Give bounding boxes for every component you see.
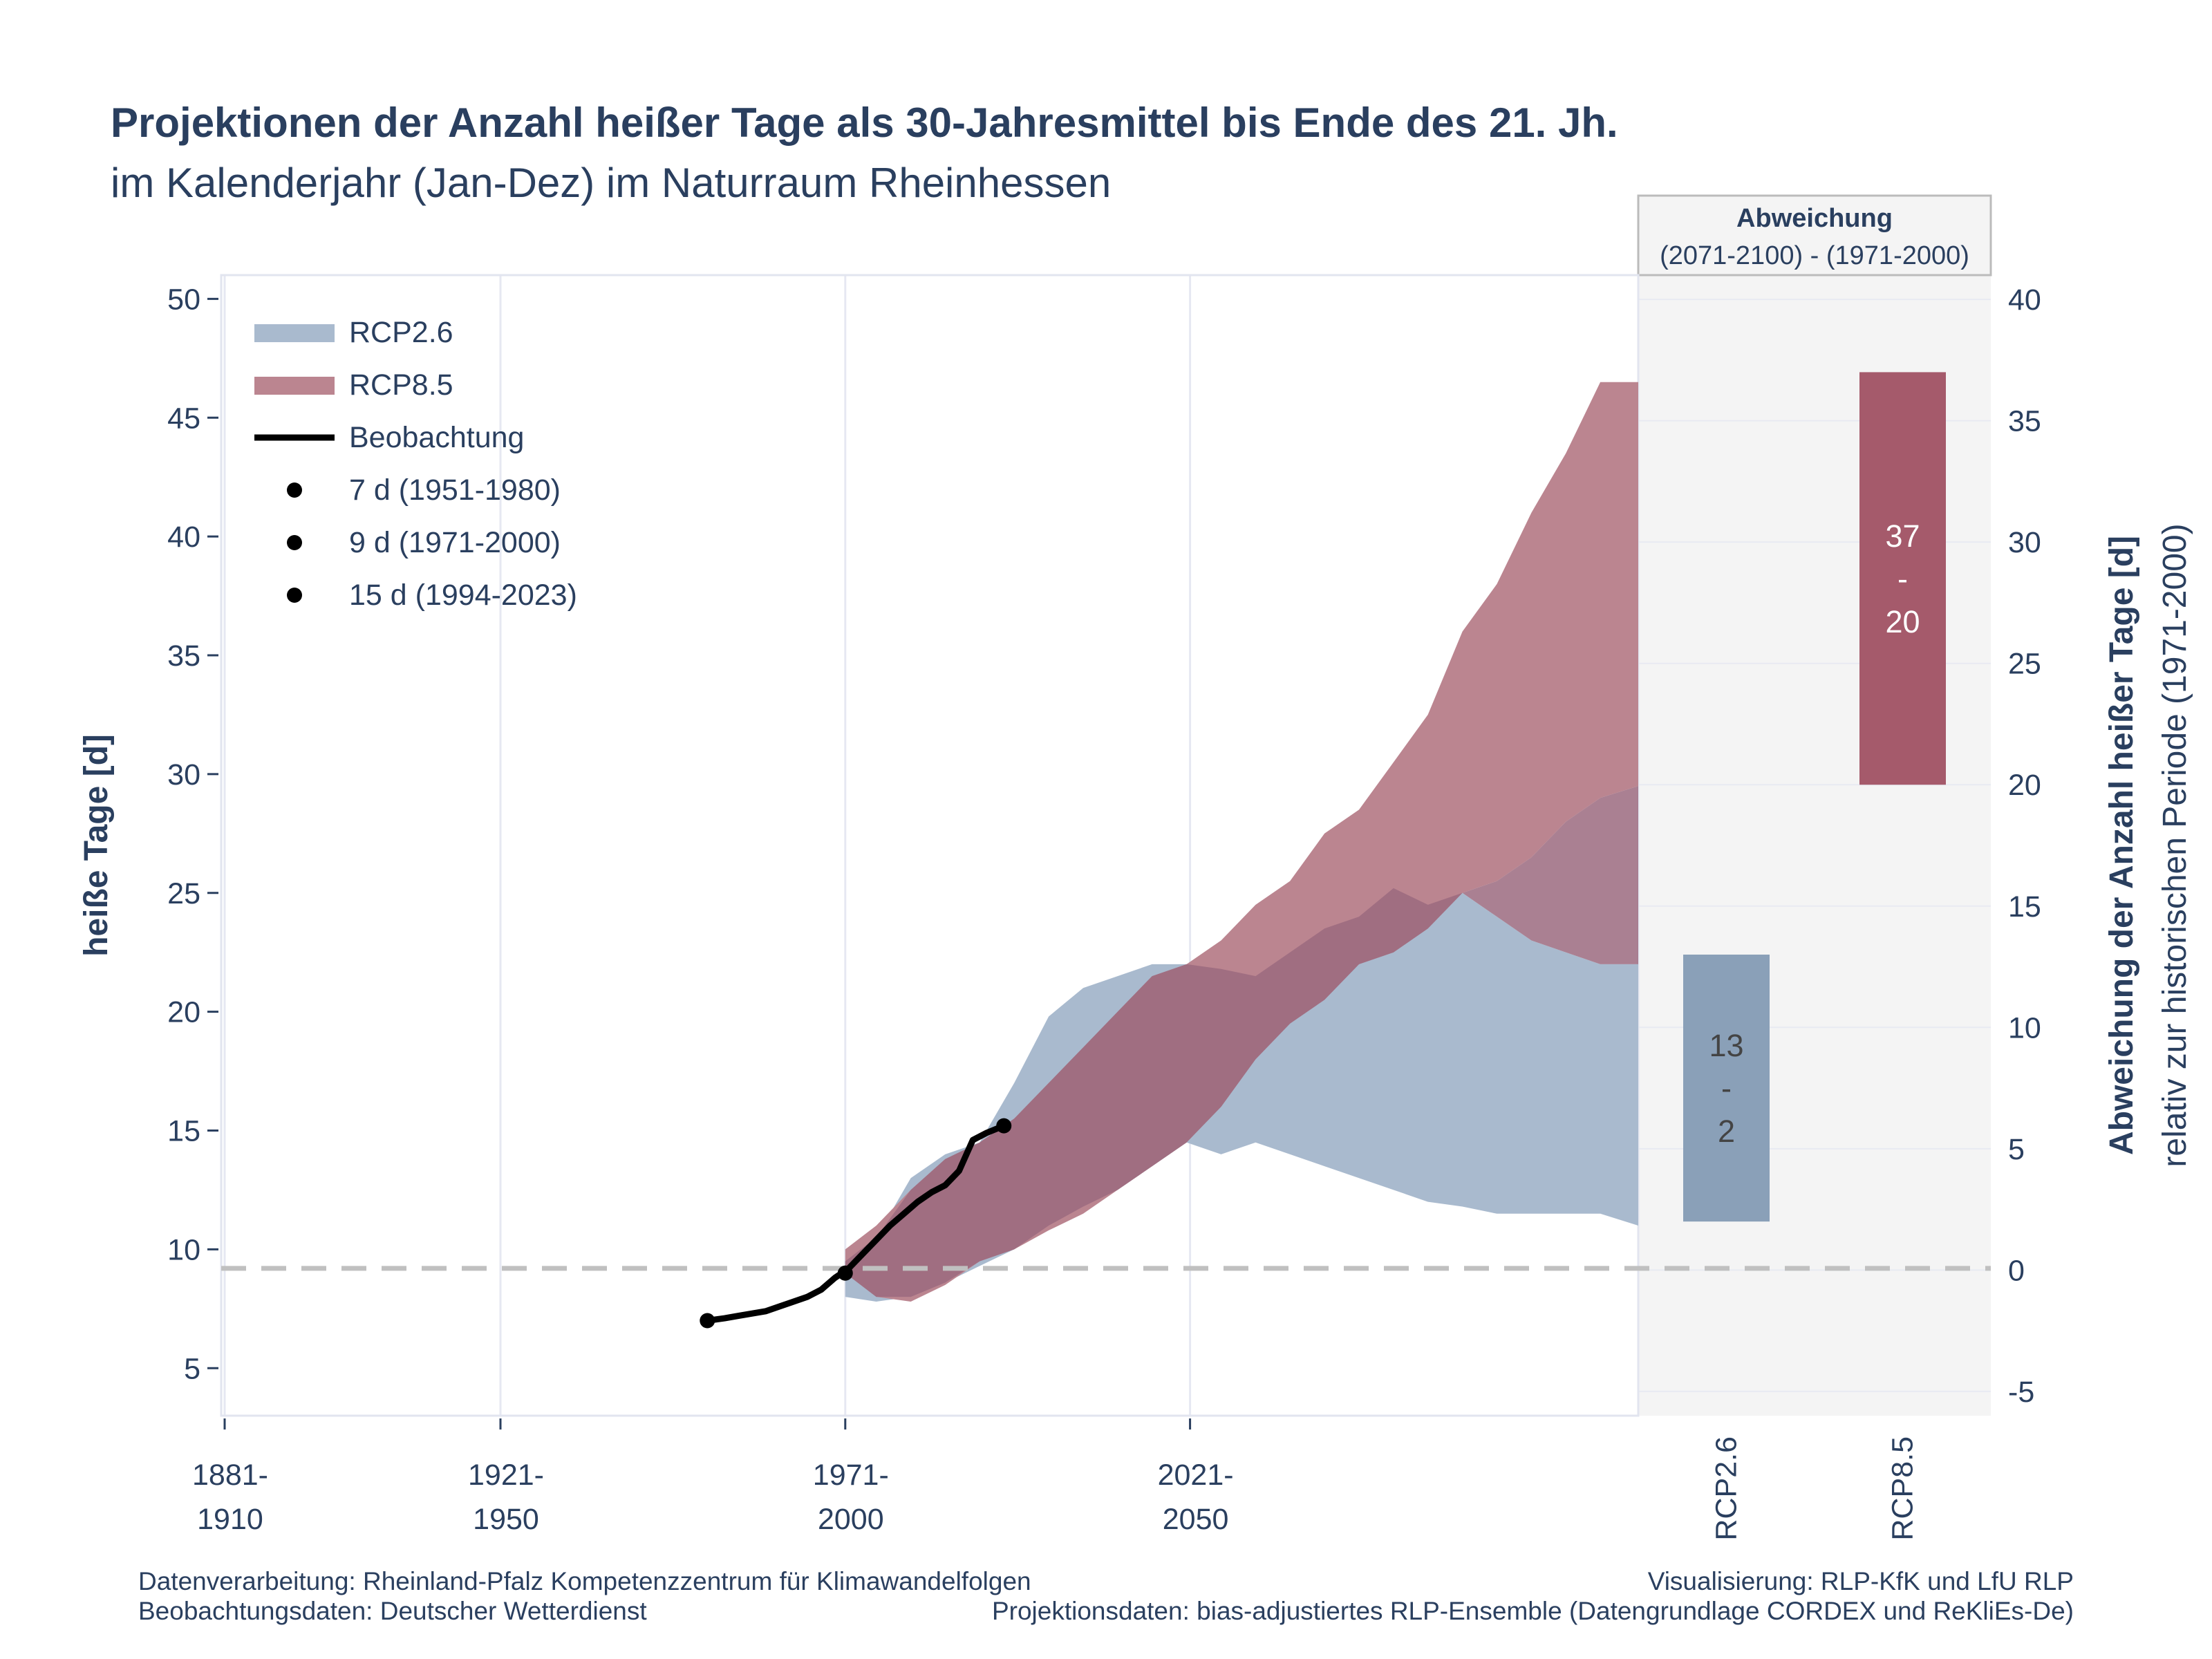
chart-title: Projektionen der Anzahl heißer Tage als … [111,100,1618,146]
deviation-bar-label: 13 [1709,1028,1743,1063]
y2-tick-label: 0 [2008,1254,2025,1287]
legend-point-marker [287,588,302,603]
y-tick-label: 35 [167,639,200,673]
x-tick-label: 1950 [473,1503,539,1536]
y2-axis-subtitle: relativ zur historischen Periode (1971-2… [2157,523,2193,1167]
deviation-header-box [1637,194,1992,276]
deviation-bar-label: - [1721,1071,1732,1106]
y-tick-label: 5 [184,1352,200,1385]
y2-tick-label: -5 [2008,1376,2034,1409]
y-tick-label: 20 [167,996,200,1029]
y2-tick-label: 5 [2008,1133,2025,1166]
observation-point [700,1313,715,1329]
y2-tick-label: 40 [2008,283,2041,317]
y2-tick-label: 15 [2008,890,2041,924]
y-tick-label: 50 [167,283,200,316]
deviation-bar-label: 37 [1885,518,1920,554]
deviation-bar-label: - [1897,561,1908,597]
deviation-category-label: RCP2.6 [1710,1436,1743,1541]
x-tick-label: 1910 [197,1503,263,1536]
x-tick-label: 1921- [468,1459,544,1492]
legend-label-rcp85: RCP8.5 [349,368,453,402]
y2-axis-title: Abweichung der Anzahl heißer Tage [d] [2103,536,2140,1155]
observation-point [837,1265,853,1281]
y-tick-label: 10 [167,1233,200,1266]
band-overlap [845,786,1638,1297]
deviation-bar-label: 2 [1718,1114,1735,1149]
footer-processing: Datenverarbeitung: Rheinland-Pfalz Kompe… [138,1567,1031,1595]
legend-label-point: 15 d (1994-2023) [349,579,577,612]
x-tick-label: 1971- [813,1459,889,1492]
legend-label-observation: Beobachtung [349,421,524,454]
y-tick-label: 40 [167,521,200,554]
x-tick-label: 2000 [818,1503,884,1536]
observation-line [706,1123,1005,1324]
deviation-bar-rcp26 [1683,954,1770,1222]
y-tick-label: 45 [167,402,200,435]
projection-plot: 5 10 15 20 25 30 35 40 45 50 heiße Tage [d] 1881- 19… [78,274,1991,1536]
legend-label-point: 9 d (1971-2000) [349,526,561,559]
chart-subtitle: im Kalenderjahr (Jan-Dez) im Naturraum R… [111,160,1111,206]
footer-visualisation: Visualisierung: RLP-KfK und LfU RLP [1648,1567,2074,1595]
y-axis-title: heiße Tage [d] [78,734,115,957]
y2-tick-label: 35 [2008,405,2041,438]
y2-tick-label: 20 [2008,769,2041,802]
y-tick-label: 15 [167,1115,200,1148]
y2-tick-label: 30 [2008,526,2041,559]
legend-swatch-rcp26 [254,324,335,342]
legend-point-marker [287,482,302,498]
deviation-panel: Abweichung (2071-2100) - (1971-2000) -5 0 5 1… [1637,194,2193,1541]
deviation-header-title: Abweichung [1736,204,1893,233]
legend-point-marker [287,535,302,550]
footer-projection-source: Projektionsdaten: bias-adjustiertes RLP-… [992,1597,2074,1625]
legend-label-point: 7 d (1951-1980) [349,474,561,507]
deviation-bar-rcp85 [1859,372,1946,785]
x-tick-label: 2050 [1163,1503,1229,1536]
deviation-category-label: RCP8.5 [1886,1436,1920,1541]
observation-point [996,1118,1012,1134]
footer-observation-source: Beobachtungsdaten: Deutscher Wetterdiens… [138,1597,647,1625]
y-tick-label: 30 [167,758,200,791]
x-tick-label: 2021- [1158,1459,1234,1492]
legend: RCP2.6 RCP8.5 Beobachtung 7 d (1951-1980) 9 … [254,316,577,612]
legend-label-rcp26: RCP2.6 [349,316,453,349]
x-tick-label: 1881- [192,1459,268,1492]
deviation-bar-label: 20 [1885,604,1920,639]
y2-tick-label: 25 [2008,648,2041,681]
deviation-header-period: (2071-2100) - (1971-2000) [1660,241,1969,270]
legend-swatch-rcp85 [254,377,335,395]
y2-tick-label: 10 [2008,1011,2041,1044]
y-tick-label: 25 [167,877,200,910]
